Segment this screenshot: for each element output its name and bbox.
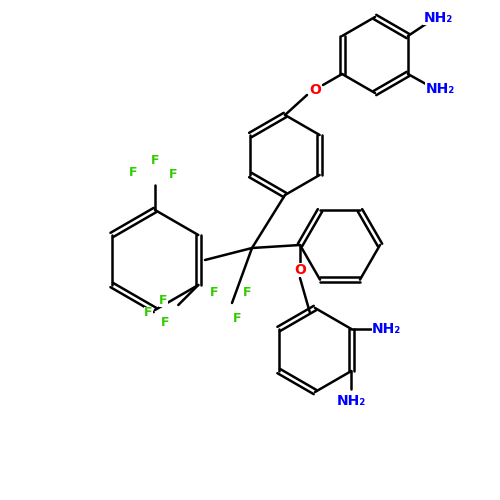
Text: NH₂: NH₂ [424,11,452,25]
Text: F: F [144,306,152,320]
Text: F: F [129,166,137,179]
Text: O: O [309,83,321,97]
Text: F: F [161,316,170,330]
Text: F: F [169,168,177,181]
Text: F: F [210,286,218,300]
Text: NH₂: NH₂ [336,394,366,408]
Text: O: O [294,263,306,277]
Text: F: F [233,312,241,324]
Text: F: F [159,294,168,306]
Text: F: F [243,286,252,300]
Text: NH₂: NH₂ [372,322,401,336]
Text: NH₂: NH₂ [426,82,454,96]
Text: F: F [151,154,159,166]
